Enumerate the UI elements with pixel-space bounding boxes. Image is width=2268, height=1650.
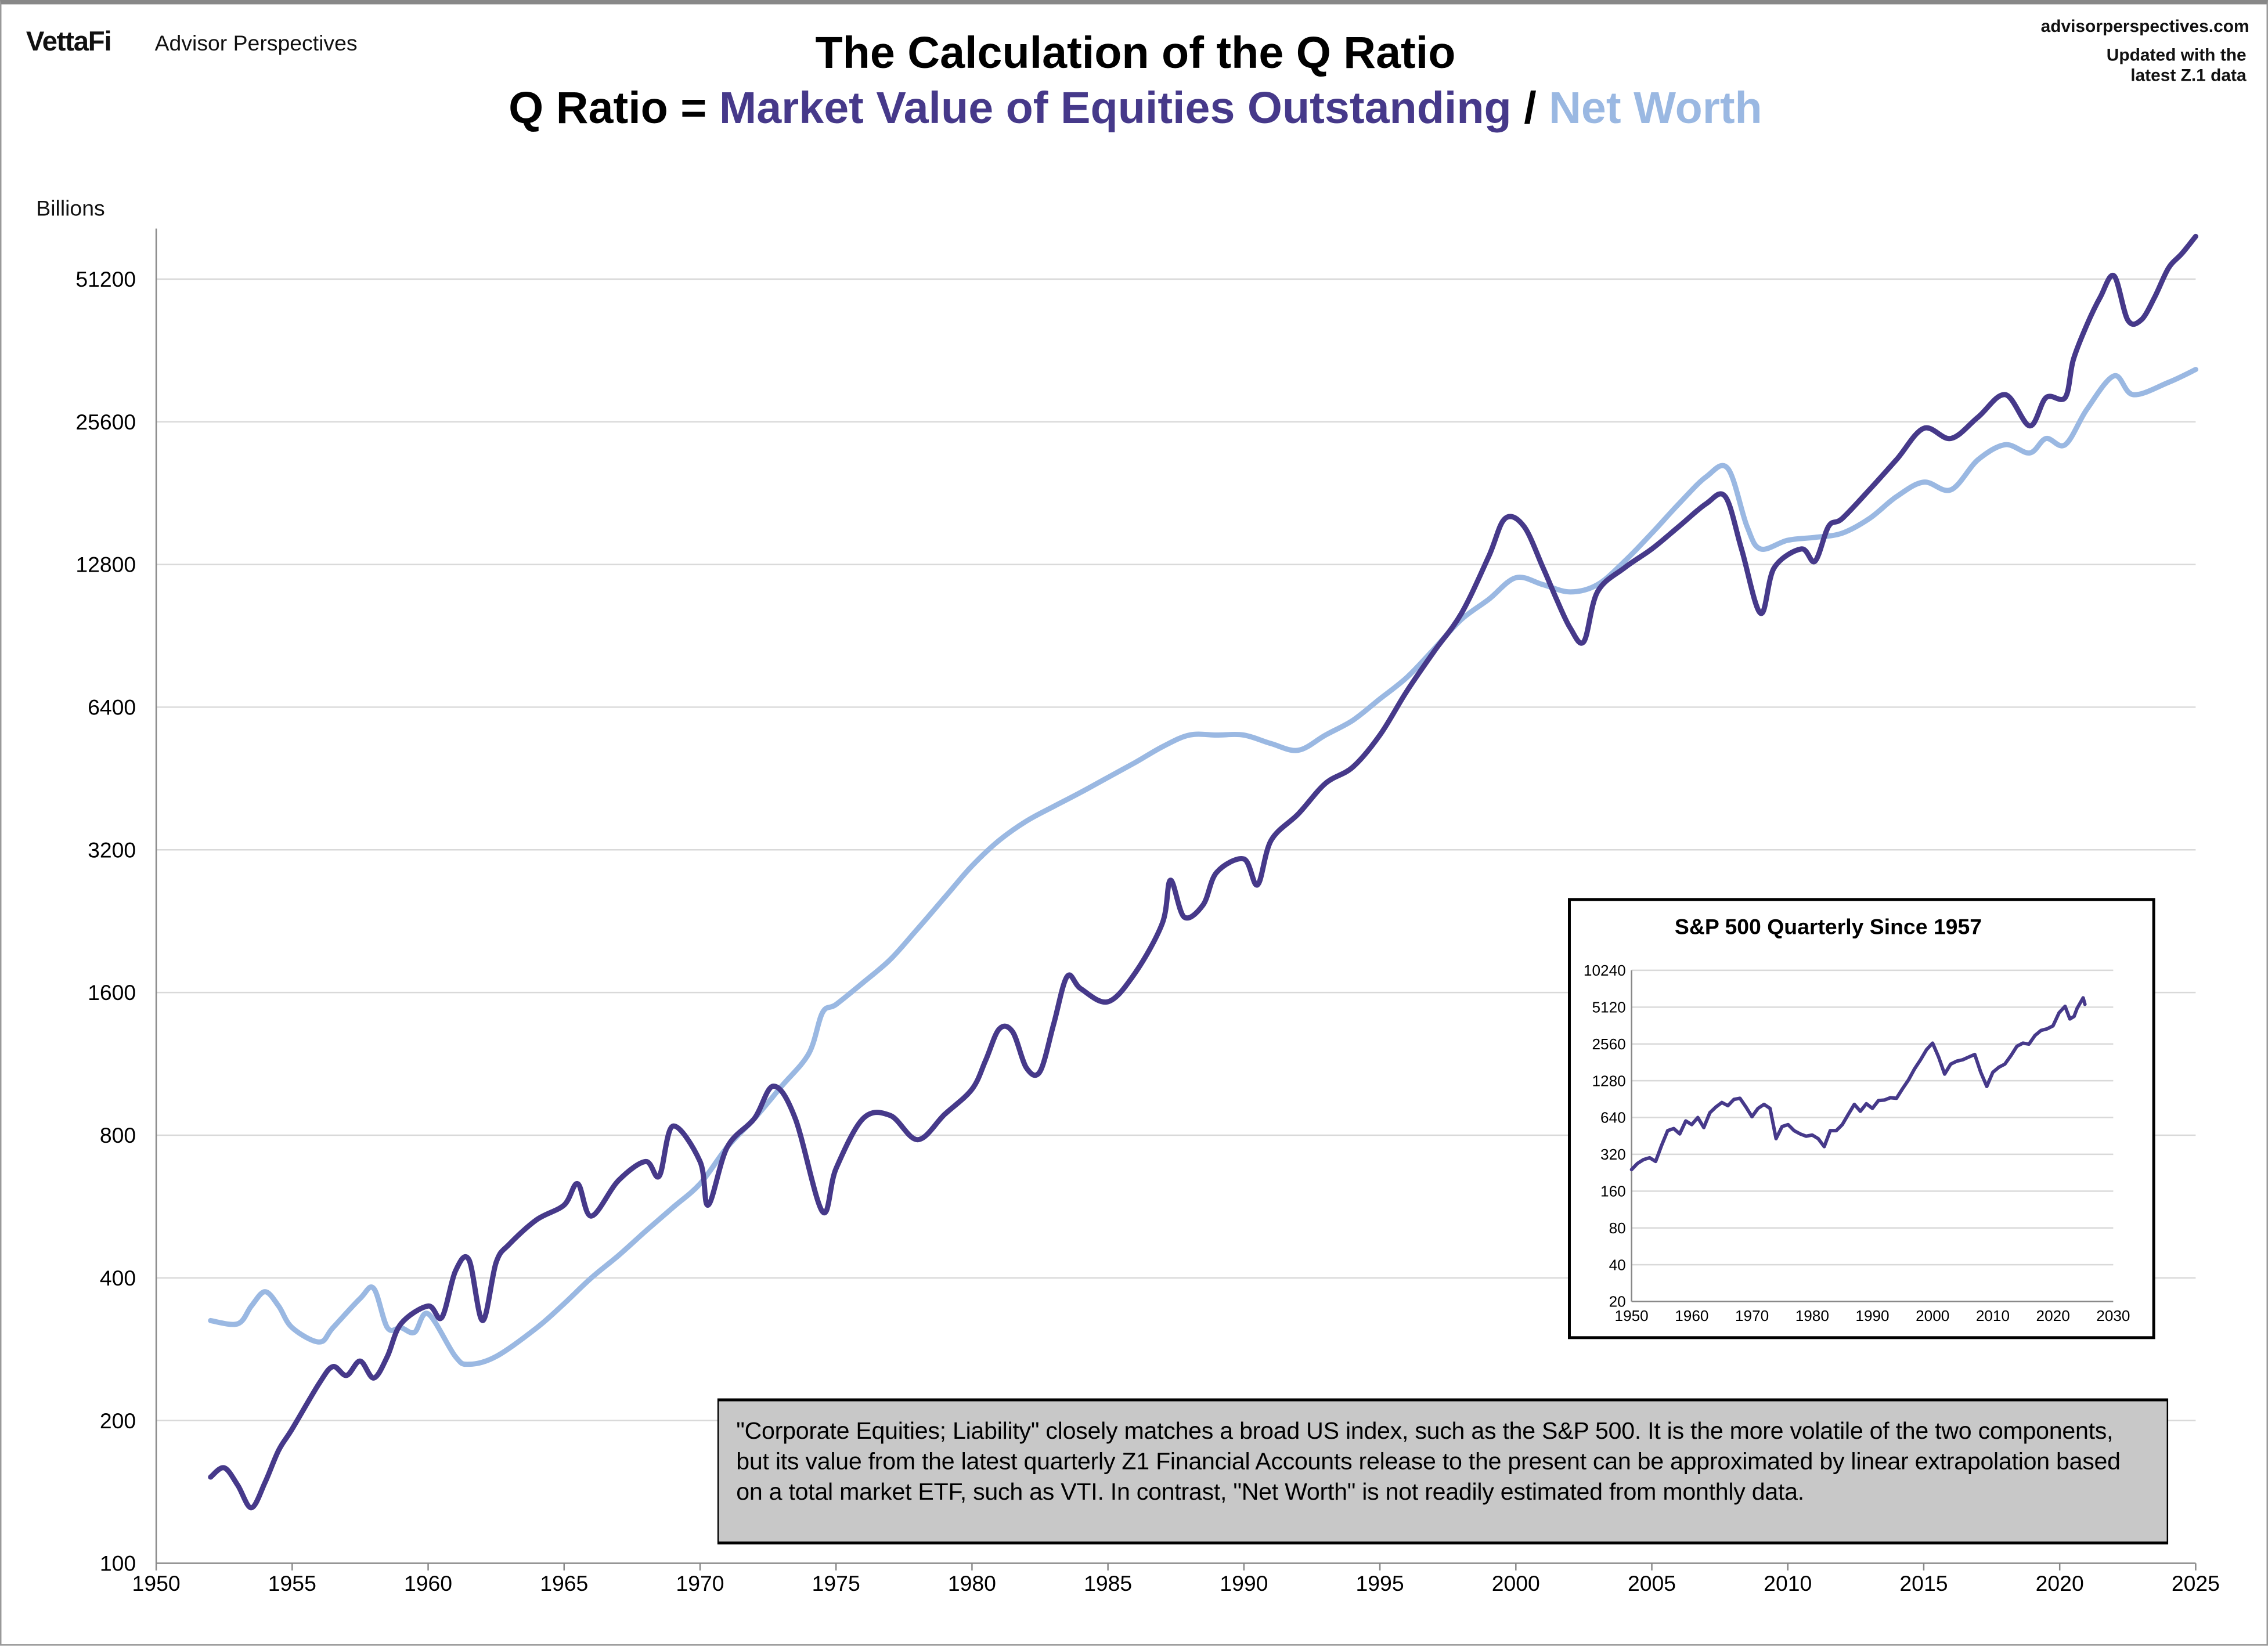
x-tick-label: 1985: [1084, 1571, 1132, 1595]
y-tick-label: 12800: [75, 553, 136, 577]
x-tick-label: 2005: [1628, 1571, 1676, 1595]
subtitle-prefix: Q Ratio =: [509, 82, 719, 133]
update-note-line1: Updated with the: [2106, 45, 2247, 66]
y-axis-label: Billions: [36, 196, 105, 222]
x-tick-label: 2010: [1764, 1571, 1812, 1595]
x-tick-label: 1960: [404, 1571, 452, 1595]
x-tick-label: 1965: [540, 1571, 588, 1595]
x-tick-label: 2015: [1899, 1571, 1948, 1595]
x-tick-label: 2025: [2172, 1571, 2220, 1595]
y-tick-label: 3200: [88, 837, 136, 862]
y-tick-label: 1600: [88, 980, 136, 1005]
chart-title: The Calculation of the Q Ratio: [815, 27, 1456, 78]
subtitle-net-worth: Net Worth: [1549, 82, 1762, 133]
explanatory-note: "Corporate Equities; Liability" closely …: [717, 1398, 2169, 1545]
inset-title: S&P 500 Quarterly Since 1957: [1674, 915, 1982, 940]
series-line-market-value: [208, 233, 2198, 1511]
subtitle-market-value: Market Value of Equities Outstanding: [719, 82, 1512, 133]
x-tick-label: 1970: [676, 1571, 724, 1595]
y-tick-label: 800: [100, 1123, 136, 1147]
y-tick-label: 51200: [75, 267, 136, 291]
chart-subtitle: Q Ratio = Market Value of Equities Outst…: [1, 82, 2268, 135]
y-tick-label: 400: [100, 1266, 136, 1290]
site-url: advisorperspectives.com: [2040, 16, 2249, 37]
update-note-line2: latest Z.1 data: [2130, 65, 2247, 86]
x-tick-label: 1955: [268, 1571, 316, 1595]
x-tick-label: 1980: [948, 1571, 996, 1595]
update-note: Updated with the latest Z.1 data: [2044, 45, 2247, 85]
x-tick-label: 2000: [1492, 1571, 1540, 1595]
y-tick-label: 100: [100, 1551, 136, 1576]
y-tick-label: 200: [100, 1409, 136, 1433]
y-tick-label: 6400: [88, 695, 136, 720]
x-tick-label: 2020: [2036, 1571, 2084, 1595]
y-tick-label: 25600: [75, 410, 136, 434]
advisor-perspectives-label: Advisor Perspectives: [154, 31, 358, 57]
x-tick-label: 1995: [1356, 1571, 1404, 1595]
x-tick-label: 1950: [132, 1571, 181, 1595]
x-tick-label: 1975: [812, 1571, 860, 1595]
series-line-net-worth: [208, 367, 2198, 1367]
vettafi-logo: VettaFi: [26, 27, 112, 58]
subtitle-separator: /: [1511, 82, 1549, 133]
sp500-inset-chart: [1568, 898, 2155, 1340]
x-tick-label: 1990: [1220, 1571, 1268, 1595]
main-chart: 100 200 400 800 1600 3200 6400 12800 25600 51200 1…: [75, 228, 2220, 1595]
